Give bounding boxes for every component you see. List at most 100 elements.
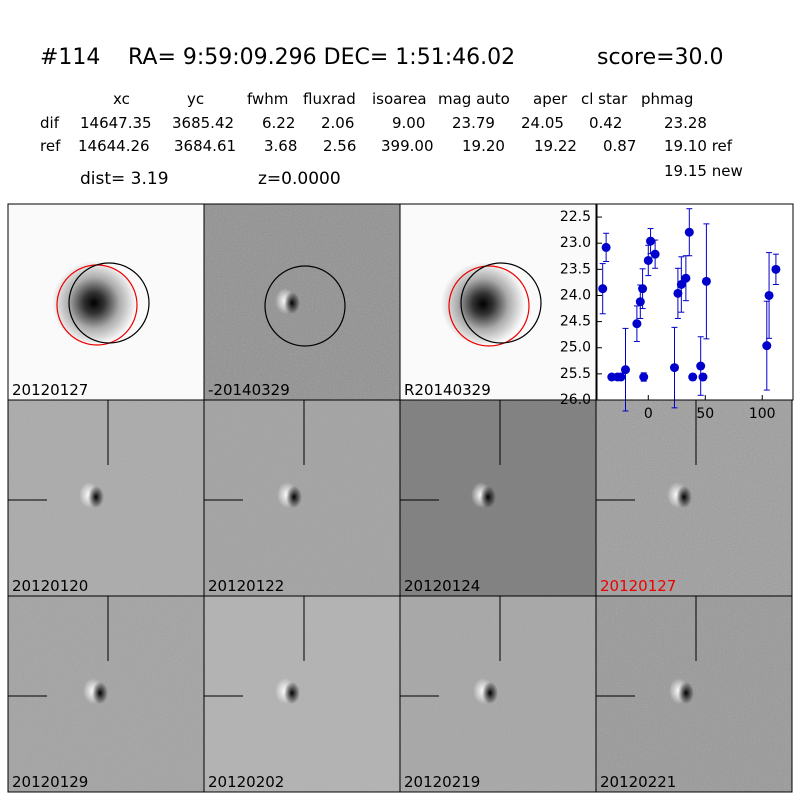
y-tick-label: 24.5 <box>560 314 591 330</box>
residual-dark <box>284 292 300 314</box>
stamp-label: 20120202 <box>208 773 284 791</box>
stamp-noise <box>596 596 792 792</box>
stamp-label: R20140329 <box>404 381 491 399</box>
residual-dark <box>676 486 692 508</box>
point <box>681 273 691 283</box>
residual-dark <box>286 486 302 508</box>
point <box>639 372 649 382</box>
column-header: cl star <box>581 90 628 108</box>
aperture <box>460 262 542 344</box>
column-header: mag auto <box>438 90 510 108</box>
table-cell: 3.68 <box>264 137 297 155</box>
coordinates: RA= 9:59:09.296 DEC= 1:51:46.02 <box>128 45 515 70</box>
row-label: ref <box>40 137 61 155</box>
stamp-label: 20120120 <box>12 577 88 595</box>
stamp-label: 20120219 <box>404 773 480 791</box>
point <box>601 242 611 252</box>
table-cell: 3685.42 <box>172 114 234 132</box>
distance: dist= 3.19 <box>80 169 169 189</box>
point <box>684 227 694 237</box>
table-cell: 19.22 <box>534 137 577 155</box>
residual-dark <box>482 682 498 704</box>
x-tick-label: 100 <box>749 406 776 422</box>
y-tick-label: 23.0 <box>560 235 591 251</box>
point <box>598 284 608 294</box>
stamp-label: 20120129 <box>12 773 88 791</box>
table-cell: 6.22 <box>262 114 295 132</box>
y-tick-label: 25.0 <box>560 340 591 356</box>
object-id: #114 <box>40 45 100 70</box>
stamp-label: 20120221 <box>600 773 676 791</box>
point <box>764 290 774 300</box>
point <box>650 249 660 259</box>
table-cell: 0.87 <box>603 137 636 155</box>
table-cell: 24.05 <box>521 114 564 132</box>
redshift: z=0.0000 <box>258 169 341 189</box>
table-cell: 2.56 <box>323 137 356 155</box>
residual-dark <box>678 682 694 704</box>
table-cell: 19.20 <box>462 137 505 155</box>
x-tick-label: 50 <box>696 406 714 422</box>
column-header: fluxrad <box>303 90 356 108</box>
row-label: dif <box>40 114 60 132</box>
column-header: isoarea <box>372 90 427 108</box>
point <box>698 372 708 382</box>
point <box>616 372 626 382</box>
stamp-noise <box>400 596 596 792</box>
aperture <box>68 262 150 344</box>
table-cell: 0.42 <box>589 114 622 132</box>
point <box>669 363 679 373</box>
residual-dark <box>88 486 104 508</box>
table-cell: 9.00 <box>392 114 425 132</box>
stamp-noise <box>596 400 792 596</box>
point <box>643 255 653 265</box>
column-header: yc <box>187 90 204 108</box>
stamp-frame <box>595 595 793 793</box>
residual-dark <box>284 682 300 704</box>
stamp-label: 20120122 <box>208 577 284 595</box>
point <box>632 319 642 329</box>
stamp-label: 20120124 <box>404 577 480 595</box>
stamp-label: 20120127 <box>12 381 88 399</box>
table-cell: 399.00 <box>381 137 434 155</box>
stamp-noise <box>204 204 400 400</box>
y-tick-label: 26.0 <box>560 392 591 408</box>
point <box>688 372 698 382</box>
source <box>441 262 525 346</box>
point <box>696 361 706 371</box>
column-header: aper <box>533 90 568 108</box>
y-tick-label: 23.5 <box>560 261 591 277</box>
table-cell: 3684.61 <box>174 137 236 155</box>
stamp-noise <box>400 400 596 596</box>
point <box>646 236 656 246</box>
table-cell: 23.79 <box>452 114 495 132</box>
stamp-noise <box>8 400 204 596</box>
point <box>638 284 648 294</box>
point <box>762 341 772 351</box>
score: score=30.0 <box>597 45 724 70</box>
stamp-noise <box>204 400 400 596</box>
stamp-label: -20140329 <box>208 381 290 399</box>
table-cell: 14647.35 <box>80 114 152 132</box>
table-cell: 19.10 ref <box>664 137 733 155</box>
point <box>701 276 711 286</box>
phmag-new: 19.15 new <box>664 162 743 180</box>
residual-dark <box>92 682 108 704</box>
table-cell: 2.06 <box>321 114 354 132</box>
plot-area <box>597 204 793 400</box>
column-header: xc <box>113 90 130 108</box>
y-tick-label: 22.5 <box>560 209 591 225</box>
point <box>676 279 686 289</box>
point <box>620 365 630 375</box>
source <box>52 261 136 345</box>
stamp-noise <box>204 596 400 792</box>
x-tick-label: 0 <box>644 406 653 422</box>
plot-frame <box>596 203 794 401</box>
residual-dark <box>480 486 496 508</box>
point <box>771 264 781 274</box>
stamp-label: 20120127 <box>600 577 676 595</box>
table-cell: 23.28 <box>664 114 707 132</box>
y-tick-label: 25.5 <box>560 366 591 382</box>
aperture <box>264 265 346 347</box>
